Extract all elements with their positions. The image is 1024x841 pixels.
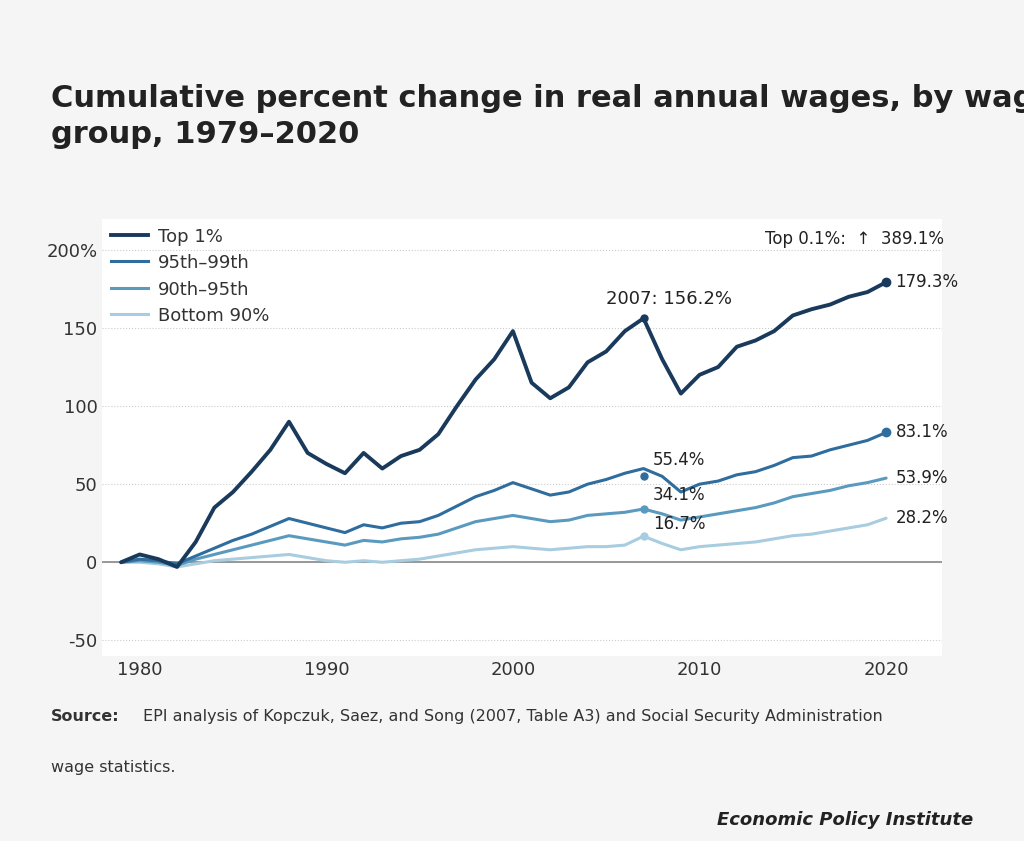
Text: 2007: 156.2%: 2007: 156.2% [606, 289, 732, 308]
Text: Top 0.1%:  ↑  389.1%: Top 0.1%: ↑ 389.1% [765, 230, 944, 248]
Text: 53.9%: 53.9% [895, 469, 948, 487]
Text: 55.4%: 55.4% [653, 451, 706, 468]
Text: 28.2%: 28.2% [895, 509, 948, 527]
Legend: Top 1%, 95th–99th, 90th–95th, Bottom 90%: Top 1%, 95th–99th, 90th–95th, Bottom 90% [112, 228, 269, 325]
Text: Source:: Source: [51, 708, 120, 723]
Text: EPI analysis of Kopczuk, Saez, and Song (2007, Table A3) and Social Security Adm: EPI analysis of Kopczuk, Saez, and Song … [143, 708, 883, 723]
Text: wage statistics.: wage statistics. [51, 760, 176, 775]
Text: 16.7%: 16.7% [653, 515, 706, 532]
Text: Economic Policy Institute: Economic Policy Institute [717, 812, 973, 829]
Text: 34.1%: 34.1% [653, 486, 706, 505]
Text: 179.3%: 179.3% [895, 273, 958, 291]
Text: 83.1%: 83.1% [895, 424, 948, 442]
Text: Cumulative percent change in real annual wages, by wage
group, 1979–2020: Cumulative percent change in real annual… [51, 84, 1024, 149]
